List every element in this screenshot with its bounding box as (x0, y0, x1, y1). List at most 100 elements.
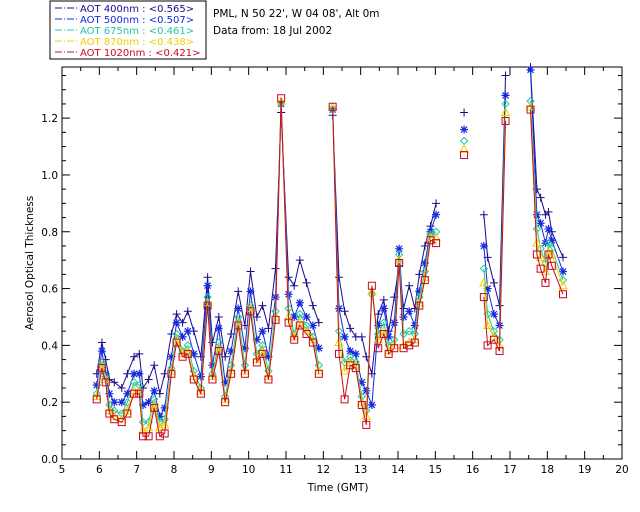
point-square (221, 398, 230, 407)
legend-series-mean: <0.421> (155, 48, 200, 59)
point-diamond (150, 395, 159, 404)
point-star (362, 386, 371, 395)
point-square (501, 116, 510, 125)
point-square (379, 330, 388, 339)
series-group (91, 63, 568, 441)
point-plus (536, 193, 545, 202)
x-tick-label: 18 (541, 464, 554, 476)
point-star (302, 312, 311, 321)
legend: AOT 400nm : <0.565>AOT 500nm : <0.507>AO… (55, 4, 200, 59)
point-diamond (489, 326, 499, 336)
point-diamond (234, 312, 243, 322)
point-square (155, 432, 164, 441)
point-square (367, 281, 376, 290)
point-square (544, 250, 553, 259)
legend-separator: : (139, 4, 149, 15)
point-star (351, 349, 360, 358)
y-tick-label: 1.0 (41, 170, 58, 182)
point-square (559, 290, 568, 299)
point-diamond (459, 136, 469, 146)
point-square (252, 358, 261, 367)
point-diamond (302, 321, 311, 330)
point-plus (405, 281, 414, 290)
point-square (483, 341, 492, 350)
point-square (203, 301, 212, 310)
point-star (308, 321, 317, 330)
point-diamond (404, 326, 414, 336)
point-star (532, 210, 541, 219)
x-tick-label: 17 (503, 464, 516, 476)
point-square (532, 250, 541, 259)
point-diamond (258, 341, 267, 350)
point-square (135, 389, 144, 398)
point-diamond (214, 338, 224, 347)
point-square (362, 420, 371, 429)
point-square (160, 429, 169, 438)
point-plus (123, 369, 132, 378)
point-square (405, 341, 414, 350)
point-star (290, 312, 299, 321)
point-diamond (526, 96, 535, 106)
point-diamond (479, 264, 489, 273)
y-tick-label: 0.6 (41, 284, 58, 296)
point-plus (357, 332, 366, 341)
point-plus (130, 352, 139, 361)
legend-label: AOT 1020nm : <0.421> (80, 48, 200, 59)
point-square (395, 259, 404, 267)
legend-series-name: AOT 500nm (80, 15, 139, 26)
point-star (252, 335, 261, 344)
point-square (183, 349, 192, 358)
point-diamond (129, 378, 139, 387)
series-1 (92, 63, 568, 398)
point-star (264, 352, 273, 361)
point-plus (415, 270, 424, 279)
legend-series-name: AOT 1020nm (80, 48, 145, 59)
x-tick-label: 5 (59, 464, 66, 476)
legend-separator: : (139, 26, 149, 37)
point-star (460, 125, 469, 134)
point-plus (92, 369, 101, 378)
point-plus (246, 267, 255, 276)
point-square (536, 264, 545, 273)
point-star (172, 318, 181, 327)
point-square (314, 369, 323, 378)
point-star (105, 389, 114, 398)
point-star (150, 386, 159, 395)
point-square (460, 151, 469, 160)
legend-label: AOT 870nm : <0.438> (80, 37, 194, 48)
point-square (335, 349, 344, 358)
point-plus (489, 278, 498, 287)
point-star (117, 398, 126, 407)
point-square (384, 349, 393, 358)
point-star (234, 304, 243, 313)
point-star (92, 381, 101, 390)
point-triangle (500, 107, 511, 116)
legend-separator: : (145, 48, 155, 59)
series-2 (92, 65, 568, 421)
point-plus (501, 71, 510, 80)
point-square (415, 301, 424, 310)
point-square (432, 239, 441, 248)
legend-series-mean: <0.507> (149, 15, 194, 26)
point-diamond (431, 227, 441, 236)
x-tick-label: 16 (466, 464, 480, 476)
series-line (96, 101, 564, 432)
point-star (183, 327, 192, 336)
point-plus (432, 199, 441, 208)
point-square (357, 401, 366, 410)
point-star (284, 290, 293, 299)
point-triangle (535, 252, 546, 261)
point-star (227, 347, 236, 356)
series-line (96, 66, 564, 394)
point-star (160, 403, 169, 412)
point-star (536, 219, 545, 228)
y-tick-label: 0.4 (41, 340, 58, 352)
point-star (314, 344, 323, 353)
point-square (547, 261, 556, 270)
point-star (374, 321, 383, 330)
point-square (495, 347, 504, 356)
point-square (351, 364, 360, 373)
point-star (135, 369, 144, 378)
x-tick-label: 20 (615, 464, 628, 476)
